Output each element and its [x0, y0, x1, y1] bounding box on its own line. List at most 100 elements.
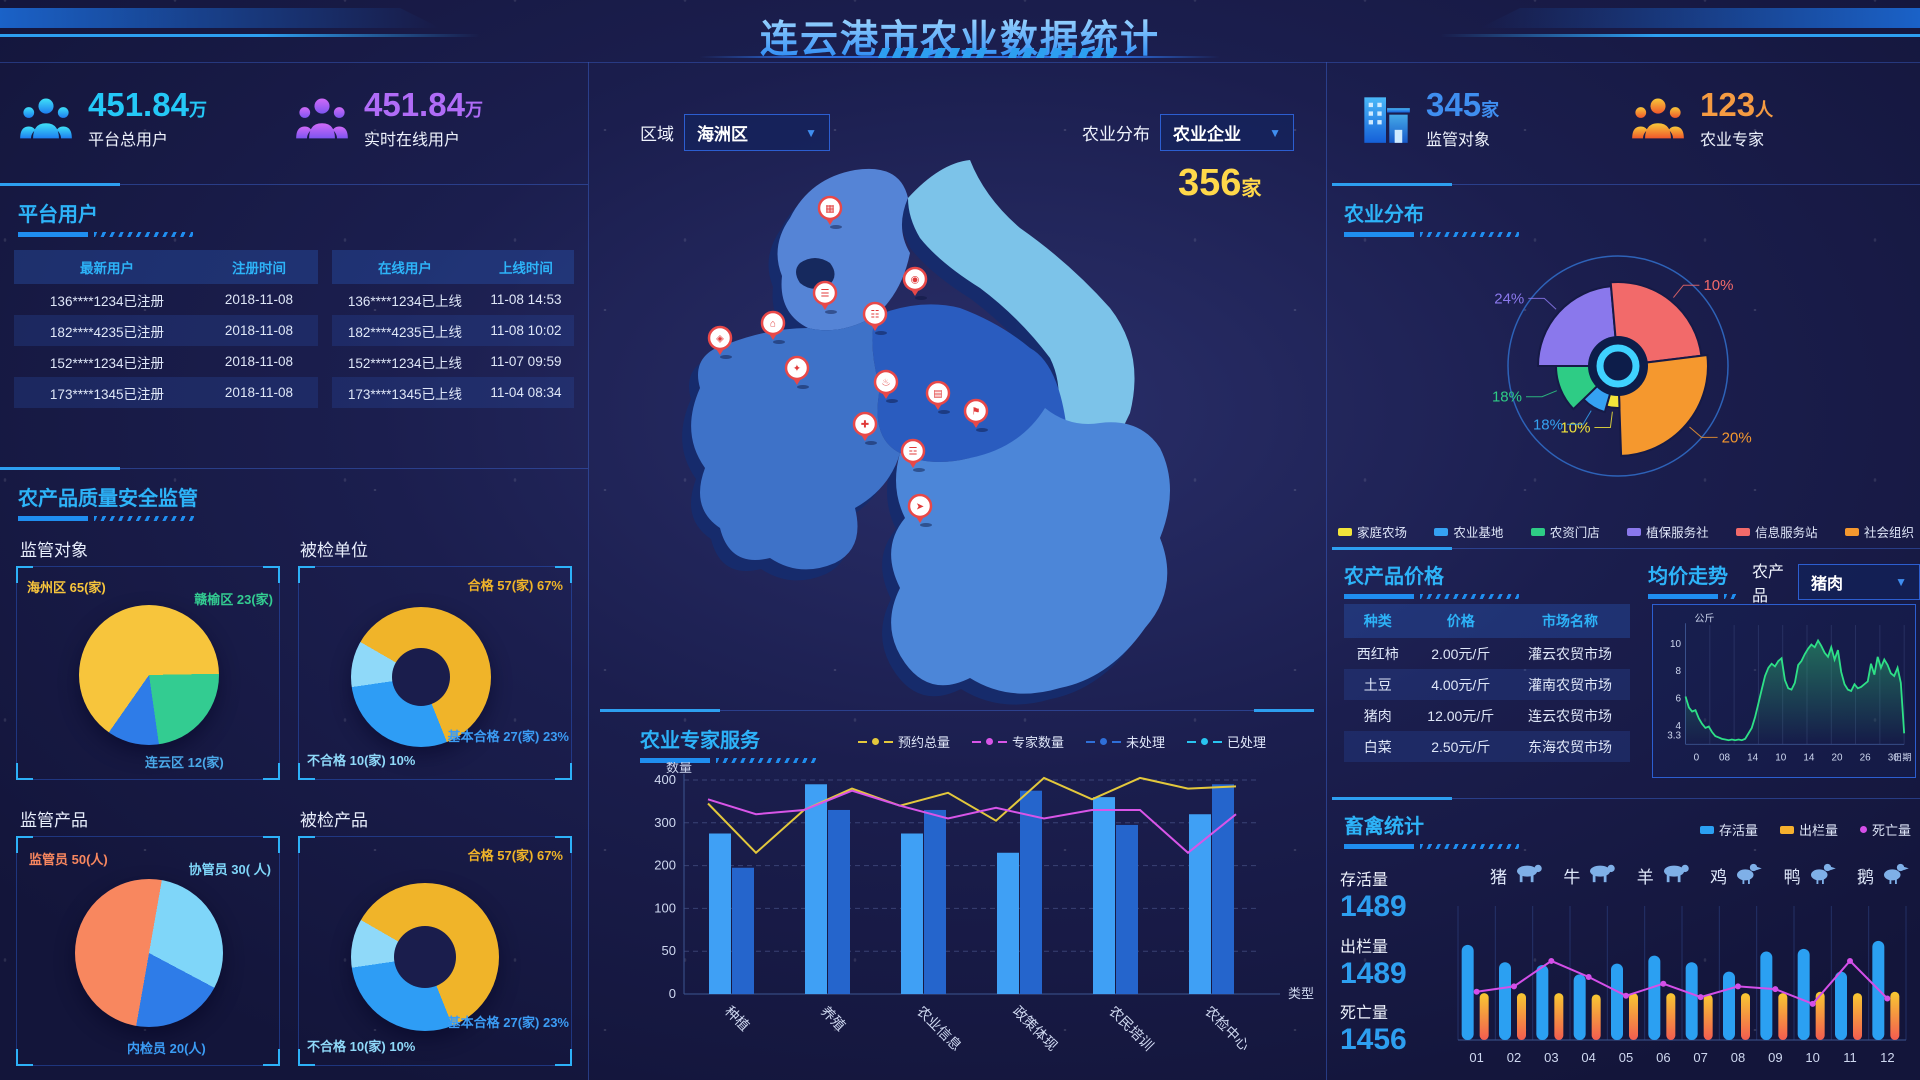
legend-item[interactable]: 存活量 [1700, 820, 1758, 839]
bar-processed[interactable] [828, 809, 850, 994]
animal-item[interactable]: 鹅 [1857, 862, 1910, 889]
supervise-objects-pie[interactable] [79, 605, 219, 745]
supervise-products-pie[interactable] [75, 879, 223, 1027]
map-pin[interactable]: ⌂ [760, 310, 786, 344]
bar-alive[interactable] [1573, 974, 1586, 1040]
map-pin[interactable]: ☷ [862, 301, 888, 335]
bar-alive[interactable] [1648, 955, 1661, 1040]
bar-unprocessed[interactable] [901, 833, 923, 995]
bar-alive[interactable] [1461, 944, 1474, 1040]
animal-item[interactable]: 猪 [1490, 862, 1543, 889]
map-pin[interactable]: ☲ [900, 438, 926, 472]
price-line [1684, 638, 1906, 742]
bar-alive[interactable] [1685, 962, 1698, 1040]
column-header: 市场名称 [1510, 604, 1630, 638]
map-pin[interactable]: ➤ [907, 493, 933, 527]
legend-marker [884, 740, 893, 743]
bar-alive[interactable] [1611, 963, 1623, 1040]
bar-alive[interactable] [1723, 971, 1735, 1040]
legend-item[interactable]: 预约总量 [858, 732, 950, 751]
bar-sold[interactable] [1479, 993, 1489, 1040]
bar-alive[interactable] [1797, 948, 1810, 1040]
bar-alive[interactable] [1499, 962, 1511, 1040]
bar-processed[interactable] [732, 867, 754, 994]
corner-bracket [298, 836, 315, 853]
bar-sold[interactable] [1815, 991, 1825, 1040]
bar-unprocessed[interactable] [1189, 814, 1211, 994]
divider [1332, 547, 1920, 550]
bar-sold[interactable] [1666, 993, 1676, 1040]
map-pin[interactable]: ⚑ [963, 398, 989, 432]
pie-label: 赣榆区 23(家) [194, 592, 273, 607]
map-pin[interactable]: ▤ [925, 380, 951, 414]
bar-sold[interactable] [1853, 993, 1862, 1040]
column-header: 最新用户 [14, 250, 200, 284]
map-pin[interactable]: ◈ [707, 325, 733, 359]
map-pin[interactable]: ♨ [873, 369, 899, 403]
bar-unprocessed[interactable] [709, 833, 731, 995]
bar-sold[interactable] [1517, 993, 1526, 1040]
map-pin[interactable]: ✚ [852, 411, 878, 445]
enterprise-count: 356家 [1178, 162, 1261, 205]
bar-processed[interactable] [1116, 824, 1138, 994]
region-select[interactable]: 海洲区 ▼ [684, 114, 830, 151]
bar-alive[interactable] [1536, 964, 1549, 1040]
legend-item[interactable]: 专家数量 [972, 732, 1064, 751]
bar-sold[interactable] [1554, 993, 1564, 1040]
legend-label: 农业基地 [1453, 526, 1504, 540]
bar-processed[interactable] [924, 809, 946, 994]
region-south[interactable] [891, 408, 1170, 694]
inspected-products-donut[interactable] [351, 883, 499, 1031]
animal-item[interactable]: 牛 [1563, 862, 1616, 889]
svg-text:02: 02 [1507, 1050, 1521, 1065]
bar-alive[interactable] [1835, 971, 1847, 1040]
legend-item[interactable]: 信息服务站 [1736, 522, 1818, 541]
corner-bracket [298, 1049, 315, 1066]
legend-item[interactable]: 未处理 [1086, 732, 1165, 751]
map-pin[interactable]: ✦ [784, 355, 810, 389]
inspected-products-panel: 合格 57(家) 67% 不合格 10(家) 10% 基本合格 27(家) 23… [298, 836, 572, 1066]
svg-text:12: 12 [1880, 1050, 1894, 1065]
animal-item[interactable]: 鸡 [1710, 862, 1763, 889]
rose-percent-label: 20% [1722, 429, 1752, 446]
bar-processed[interactable] [1212, 784, 1234, 994]
map-pin[interactable]: ▦ [817, 195, 843, 229]
legend-item[interactable]: 已处理 [1187, 732, 1266, 751]
region-coast[interactable] [908, 160, 1135, 488]
bar-sold[interactable] [1778, 993, 1788, 1040]
bar-unprocessed[interactable] [805, 784, 827, 994]
section-quality: 农产品质量安全监管 [18, 482, 278, 521]
legend-item[interactable]: 出栏量 [1780, 820, 1838, 839]
legend-item[interactable]: 社会组织 [1844, 522, 1914, 541]
legend-item[interactable]: 农资门店 [1530, 522, 1600, 541]
animal-item[interactable]: 羊 [1637, 862, 1690, 889]
legend-item[interactable]: 植保服务社 [1627, 522, 1709, 541]
bar-sold[interactable] [1703, 994, 1713, 1040]
livestock-stat-label: 出栏量 [1340, 938, 1389, 956]
legend-item[interactable]: 家庭农场 [1338, 522, 1407, 541]
map-pin[interactable]: ◉ [902, 266, 928, 300]
pie-label: 监管员 50(人) [29, 852, 108, 867]
bar-unprocessed[interactable] [997, 852, 1019, 994]
map-pin[interactable]: ☰ [812, 280, 838, 314]
map-regions[interactable] [691, 160, 1170, 694]
bar-processed[interactable] [1020, 790, 1042, 994]
inspected-units-donut[interactable] [351, 607, 491, 747]
bar-sold[interactable] [1591, 994, 1601, 1040]
region-north[interactable] [777, 168, 911, 331]
bar-sold[interactable] [1629, 993, 1638, 1040]
distribution-select[interactable]: 农业企业 ▼ [1160, 114, 1294, 151]
animal-item[interactable]: 鸭 [1784, 862, 1837, 889]
city-map[interactable]: ▦ ☰ ◉ ⌂ ◈ ☷ ✦ ♨ ▤ ⚑ ✚ ☲ ➤ [635, 158, 1315, 718]
legend-item[interactable]: 农业基地 [1434, 522, 1503, 541]
region-west[interactable] [691, 316, 900, 570]
bar-alive[interactable] [1760, 951, 1773, 1040]
bar-unprocessed[interactable] [1093, 797, 1115, 994]
legend-item[interactable]: 死亡量 [1860, 820, 1911, 839]
stat-supervised: 345家 监管对象 [1360, 88, 1630, 150]
bar-sold[interactable] [1741, 993, 1750, 1040]
product-select[interactable]: 猪肉 ▼ [1798, 564, 1920, 600]
animal-label: 鹅 [1856, 868, 1874, 887]
bar-sold[interactable] [1890, 991, 1900, 1040]
